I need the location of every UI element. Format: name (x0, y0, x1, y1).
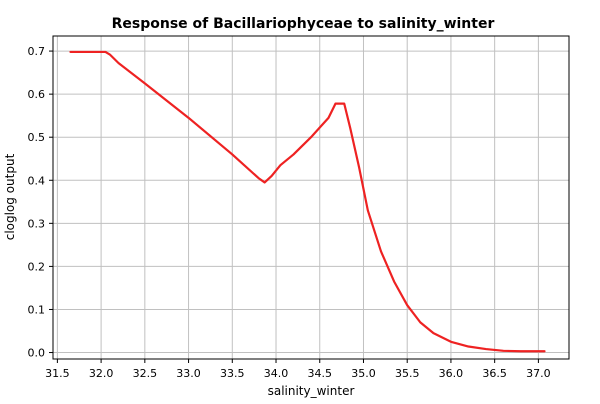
x-tick-label: 32.0 (89, 367, 114, 380)
data-series (69, 50, 546, 353)
x-tick-label: 35.5 (395, 367, 420, 380)
plot-area-frame (52, 35, 570, 360)
x-tick-label: 31.5 (45, 367, 70, 380)
response-curve-line (69, 50, 546, 353)
x-tick-label: 32.5 (133, 367, 158, 380)
x-axis-label: salinity_winter (268, 384, 355, 398)
y-tick-label: 0.3 (28, 217, 46, 230)
axis-ticks: 31.5 32.0 32.5 33.0 33.5 34.0 34.5 35.0 35.5 36.0… (28, 45, 551, 380)
x-tick-label: 36.0 (439, 367, 464, 380)
y-tick-label: 0.4 (28, 174, 46, 187)
y-tick-label: 0.6 (28, 88, 46, 101)
x-tick-label: 37.0 (526, 367, 551, 380)
y-tick-label: 0.2 (28, 260, 46, 273)
y-tick-label: 0.7 (28, 45, 46, 58)
x-tick-label: 33.5 (220, 367, 245, 380)
y-tick-label: 0.0 (28, 347, 46, 360)
y-axis-label: cloglog output (3, 153, 17, 240)
chart-title: Response of Bacillariophyceae to salinit… (112, 16, 495, 32)
y-tick-label: 0.1 (28, 303, 46, 316)
x-tick-label: 36.5 (482, 367, 507, 380)
y-tick-label: 0.5 (28, 131, 46, 144)
x-tick-label: 34.0 (264, 367, 289, 380)
x-tick-label: 33.0 (176, 367, 201, 380)
x-tick-label: 35.0 (351, 367, 376, 380)
x-tick-label: 34.5 (307, 367, 332, 380)
